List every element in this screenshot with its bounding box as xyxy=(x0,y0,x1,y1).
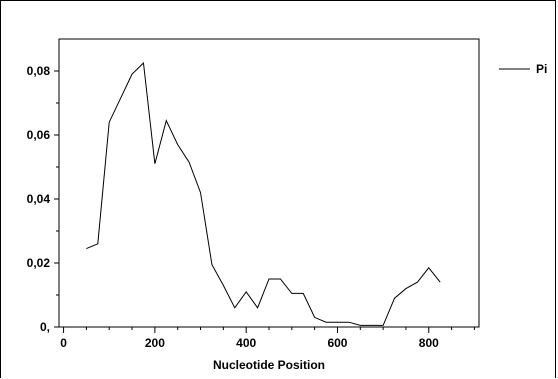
y-axis: 0, 0,02 0,04 0,06 0,08 xyxy=(27,64,59,334)
x-tick-label: 800 xyxy=(419,336,439,350)
y-tick-label: 0, xyxy=(40,320,50,334)
x-tick-label: 200 xyxy=(145,336,165,350)
series-layer xyxy=(86,61,441,326)
x-axis: 0 200 400 600 800 xyxy=(60,327,475,350)
plot-area-frame xyxy=(58,38,480,328)
x-tick-label: 0 xyxy=(60,336,67,350)
y-tick-label: 0,04 xyxy=(27,192,51,206)
legend-label: Pi xyxy=(536,62,547,76)
legend: Pi xyxy=(499,62,547,76)
x-tick-label: 400 xyxy=(236,336,256,350)
series-line-pi xyxy=(86,61,441,326)
y-tick-label: 0,06 xyxy=(27,128,51,142)
x-tick-label: 600 xyxy=(327,336,347,350)
y-tick-label: 0,02 xyxy=(27,256,51,270)
x-axis-title: Nucleotide Position xyxy=(213,358,325,372)
y-tick-label: 0,08 xyxy=(27,64,51,78)
